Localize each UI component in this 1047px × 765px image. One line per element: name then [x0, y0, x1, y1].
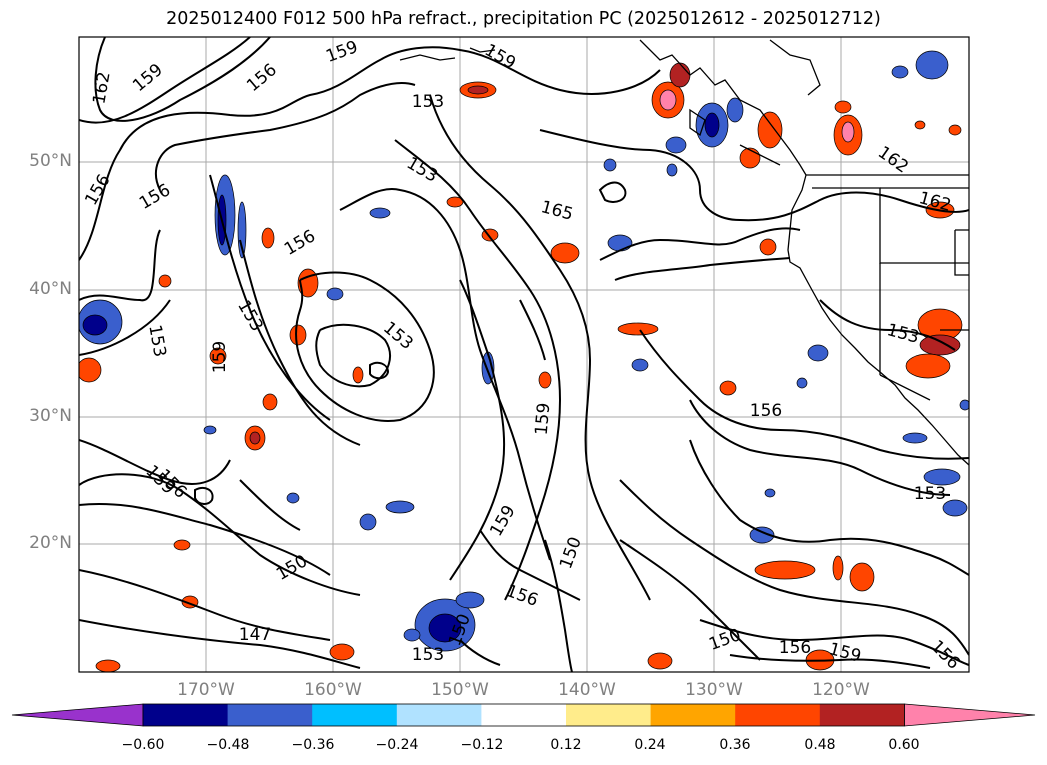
colorbar-extend-high — [904, 703, 1036, 727]
contour-label: 153 — [144, 323, 169, 358]
contour-label: 159 — [129, 60, 167, 96]
contour-label: 153 — [403, 153, 441, 187]
colorbar-tick: 0.60 — [888, 737, 920, 753]
lat-label-30n: 30°N — [29, 406, 72, 426]
contour-label: 159 — [210, 341, 230, 373]
negative-anomalies — [79, 50, 969, 652]
colorbar-tick: 0.12 — [550, 737, 582, 753]
colorbar-tick: −0.24 — [375, 737, 419, 753]
contour-label: 153 — [885, 320, 922, 348]
lon-label-140w: 140°W — [558, 680, 616, 700]
colorbar-tick: −0.36 — [291, 737, 335, 753]
contour-label: 153 — [412, 645, 444, 665]
colorbar-tick: −0.60 — [121, 737, 165, 753]
contour-label: 150 — [556, 534, 586, 571]
contour-label: 156 — [779, 638, 811, 658]
contour-label: 162 — [917, 188, 954, 216]
lat-label-50n: 50°N — [29, 151, 72, 171]
colorbar-segment — [143, 704, 229, 726]
lat-label-20n: 20°N — [29, 533, 72, 553]
contour-label: 156 — [81, 171, 115, 209]
contour-label: 156 — [926, 636, 963, 673]
colorbar-tick: 0.36 — [719, 737, 751, 753]
contour-label: 153 — [233, 297, 267, 335]
colorbar-tick: 0.48 — [804, 737, 836, 753]
contour-label: 147 — [239, 625, 271, 645]
precipitation-fields — [79, 50, 969, 672]
lon-label-130w: 130°W — [685, 680, 743, 700]
colorbar — [11, 703, 1036, 727]
contour-label: 156 — [281, 226, 319, 260]
contour-label: 153 — [914, 484, 946, 504]
lon-label-170w: 170°W — [177, 680, 235, 700]
map-frame — [78, 36, 970, 673]
contour-label: 156 — [136, 180, 174, 214]
colorbar-segment — [481, 704, 567, 726]
colorbar-segment — [650, 704, 736, 726]
colorbar-segment — [566, 704, 652, 726]
colorbar-outline — [142, 703, 905, 727]
lat-label-40n: 40°N — [29, 279, 72, 299]
coastline — [399, 39, 969, 466]
colorbar-tick: 0.24 — [634, 737, 666, 753]
map-title: 2025012400 F012 500 hPa refract., precip… — [166, 9, 881, 29]
contour-label: 159 — [323, 37, 360, 67]
colorbar-extend-low — [11, 703, 144, 727]
colorbar-segment — [312, 704, 398, 726]
colorbar-tick: −0.48 — [206, 737, 250, 753]
contour-label: 159 — [532, 402, 555, 436]
contour-label: 153 — [412, 92, 444, 112]
colorbar-segment — [735, 704, 821, 726]
colorbar-segment — [227, 704, 313, 726]
lon-label-160w: 160°W — [304, 680, 362, 700]
colorbar-segment — [819, 704, 905, 726]
contour-label: 153 — [379, 318, 417, 354]
contour-label: 150 — [706, 625, 743, 655]
contour-label: 159 — [481, 40, 519, 74]
lon-label-120w: 120°W — [812, 680, 870, 700]
lon-label-150w: 150°W — [431, 680, 489, 700]
contour-label: 162 — [874, 143, 912, 178]
positive-anomalies — [79, 62, 963, 672]
contour-label: 162 — [89, 70, 114, 105]
contour-label: 165 — [539, 197, 576, 225]
contour-lines — [79, 37, 969, 672]
colorbar-segment — [396, 704, 482, 726]
contour-label: 156 — [750, 401, 782, 421]
contour-label: 156 — [243, 60, 281, 96]
contour-label: 156 — [503, 581, 540, 611]
colorbar-tick: −0.12 — [460, 737, 504, 753]
